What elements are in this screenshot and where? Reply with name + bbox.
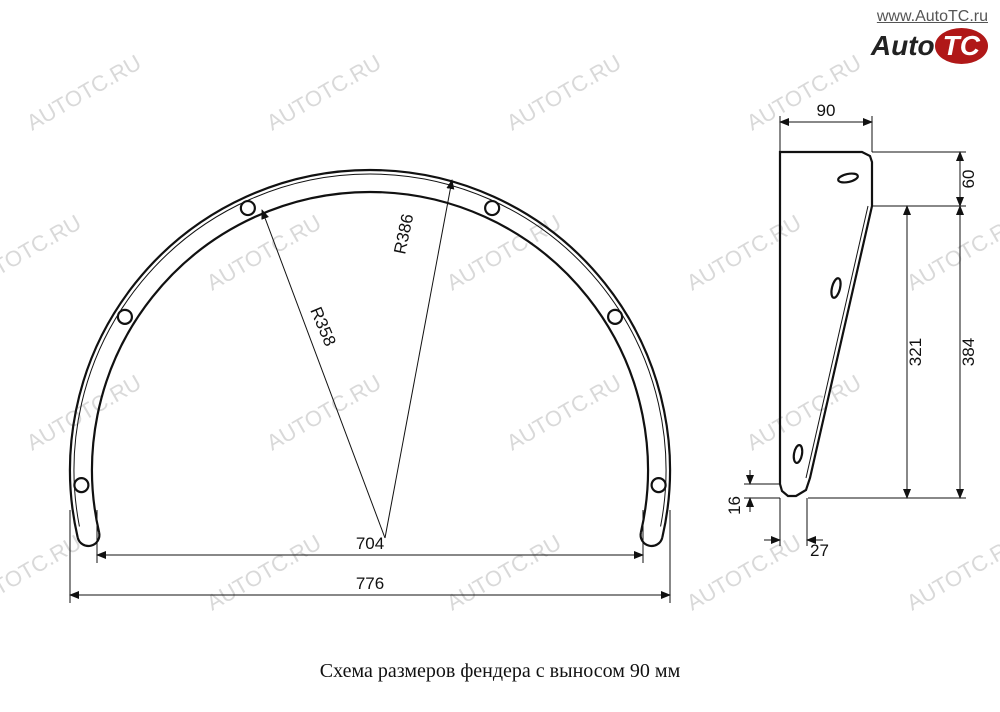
svg-text:60: 60: [959, 170, 978, 189]
svg-text:384: 384: [959, 338, 978, 366]
side-view: 90 60 384 321 16 27: [725, 101, 978, 560]
svg-text:16: 16: [725, 496, 744, 515]
svg-text:27: 27: [810, 541, 829, 560]
svg-text:776: 776: [356, 574, 384, 593]
svg-text:90: 90: [817, 101, 836, 120]
front-view: R358R386704776: [70, 170, 670, 603]
svg-text:R386: R386: [390, 212, 417, 256]
svg-text:321: 321: [906, 338, 925, 366]
caption: Схема размеров фендера с выносом 90 мм: [0, 660, 1000, 683]
technical-drawing: R358R386704776 90603843211627: [0, 0, 1000, 712]
svg-text:704: 704: [356, 534, 384, 553]
